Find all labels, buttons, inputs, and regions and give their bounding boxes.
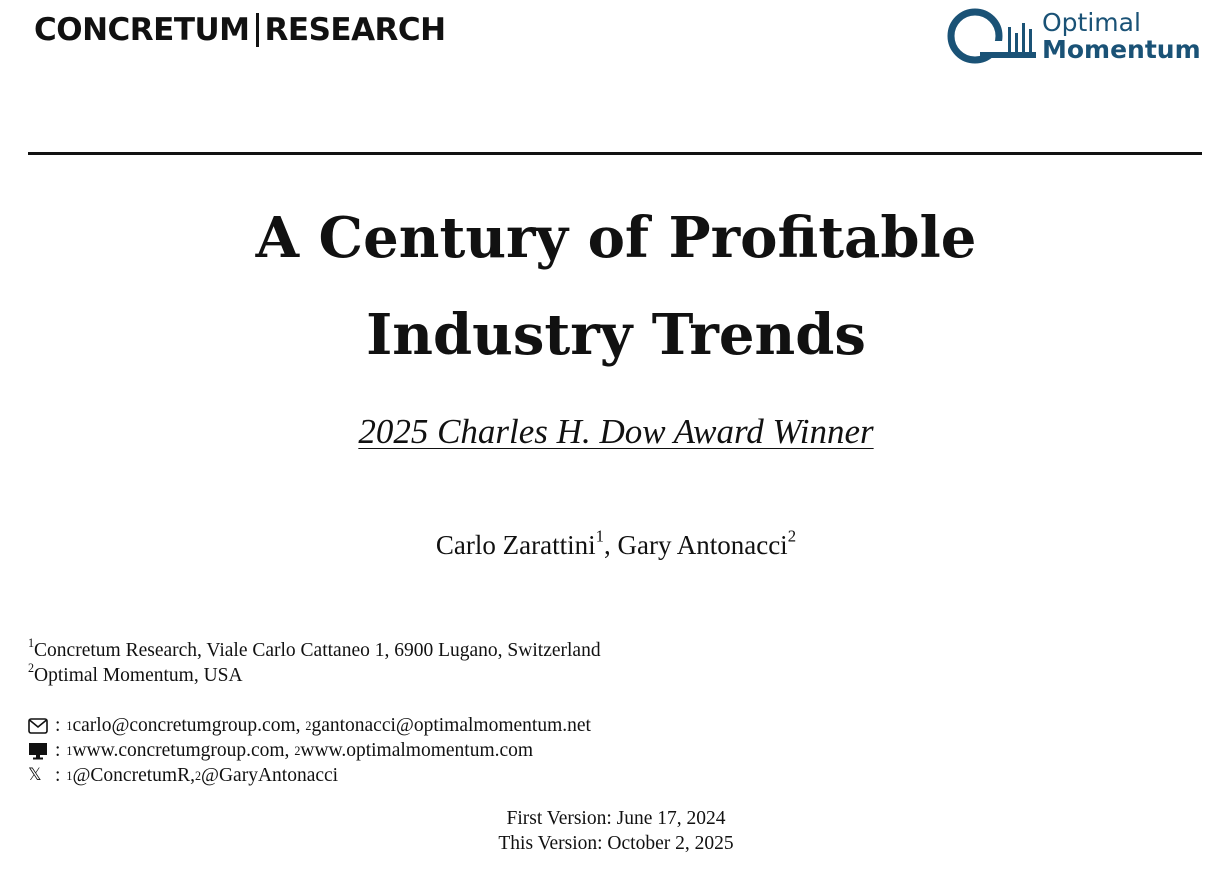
author-name: Carlo Zarattini [435, 530, 596, 560]
envelope-icon [28, 716, 50, 736]
x-link-garyantonacci[interactable]: @GaryAntonacci [201, 765, 339, 786]
contact-separator: : [55, 715, 61, 736]
website-link-concretum[interactable]: www.concretumgroup.com, [72, 740, 290, 761]
logo-text-concretum: CONCRETUM [34, 12, 250, 48]
website-row: : 1 www.concretumgroup.com, 2 www.optimalm… [28, 738, 591, 763]
concretum-research-logo: CONCRETUM RESEARCH [34, 12, 446, 48]
header-rule [28, 152, 1202, 155]
affiliation-item: 2Optimal Momentum, USA [28, 660, 601, 688]
title-line-1: A Century of Profitable [255, 205, 977, 271]
monitor-icon [28, 741, 50, 761]
author-name: Gary Antonacci [617, 530, 788, 560]
author-affiliation-mark: 2 [787, 526, 797, 546]
optimal-momentum-logo: Optimal Momentum [946, 5, 1201, 67]
paper-title: A Century of Profitable Industry Trends [0, 190, 1232, 384]
affiliation-text: Concretum Research, Viale Carlo Cattaneo… [34, 640, 601, 661]
email-link-gary[interactable]: gantonacci@optimalmomentum.net [311, 715, 591, 736]
affiliations: 1Concretum Research, Viale Carlo Cattane… [28, 635, 601, 688]
optimal-momentum-wordmark: Optimal Momentum [1042, 9, 1201, 63]
author-separator: , [604, 530, 618, 560]
version-info: First Version: June 17, 2024 This Versio… [0, 806, 1232, 856]
contact-info: : 1 carlo@concretumgroup.com, 2 gantonacci… [28, 713, 591, 788]
author-affiliation-mark: 1 [595, 526, 604, 546]
wordmark-line-optimal: Optimal [1042, 8, 1141, 37]
current-version: This Version: October 2, 2025 [498, 833, 734, 854]
affiliation-item: 1Concretum Research, Viale Carlo Cattane… [28, 635, 601, 663]
email-link-carlo[interactable]: carlo@concretumgroup.com, [72, 715, 301, 736]
x-handle-row: 𝕏 : 1 @ConcretumR, 2 @GaryAntonacci [28, 765, 339, 786]
author-list: Carlo Zarattini1, Gary Antonacci2 [0, 528, 1232, 561]
wordmark-line-momentum: Momentum [1042, 35, 1201, 64]
affiliation-text: Optimal Momentum, USA [34, 665, 243, 686]
x-logo-icon: 𝕏 [28, 765, 42, 785]
website-link-optimalmomentum[interactable]: www.optimalmomentum.com [300, 740, 534, 761]
award-container: 2025 Charles H. Dow Award Winner [0, 412, 1232, 452]
affiliation-mark: 2 [28, 660, 35, 675]
logo-divider [255, 13, 259, 47]
email-row: : 1 carlo@concretumgroup.com, 2 gantonacci… [28, 713, 591, 738]
title-line-2: Industry Trends [366, 302, 866, 368]
affiliation-mark: 1 [28, 635, 35, 650]
contact-separator: : [55, 765, 61, 786]
award-subtitle: 2025 Charles H. Dow Award Winner [358, 412, 874, 451]
x-link-concretumr[interactable]: @ConcretumR, [72, 765, 195, 786]
optimal-momentum-emblem-icon [947, 8, 1038, 64]
logo-text-research: RESEARCH [264, 12, 447, 48]
first-version: First Version: June 17, 2024 [506, 808, 726, 829]
contact-separator: : [55, 740, 61, 761]
